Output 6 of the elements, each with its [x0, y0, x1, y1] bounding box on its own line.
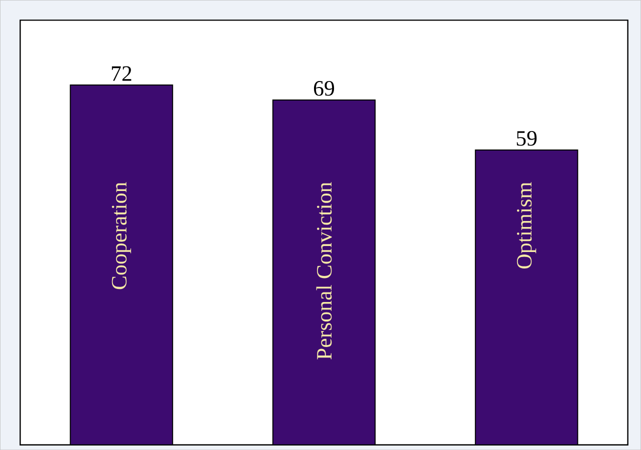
x-tick-label: Personal Conviction	[316, 182, 332, 360]
data-label: 72	[112, 66, 132, 81]
x-tick-label: Optimism	[516, 182, 536, 268]
x-tick-label: Cooperation	[112, 182, 132, 290]
data-label: 69	[314, 81, 334, 96]
data-label: 59	[516, 131, 537, 146]
